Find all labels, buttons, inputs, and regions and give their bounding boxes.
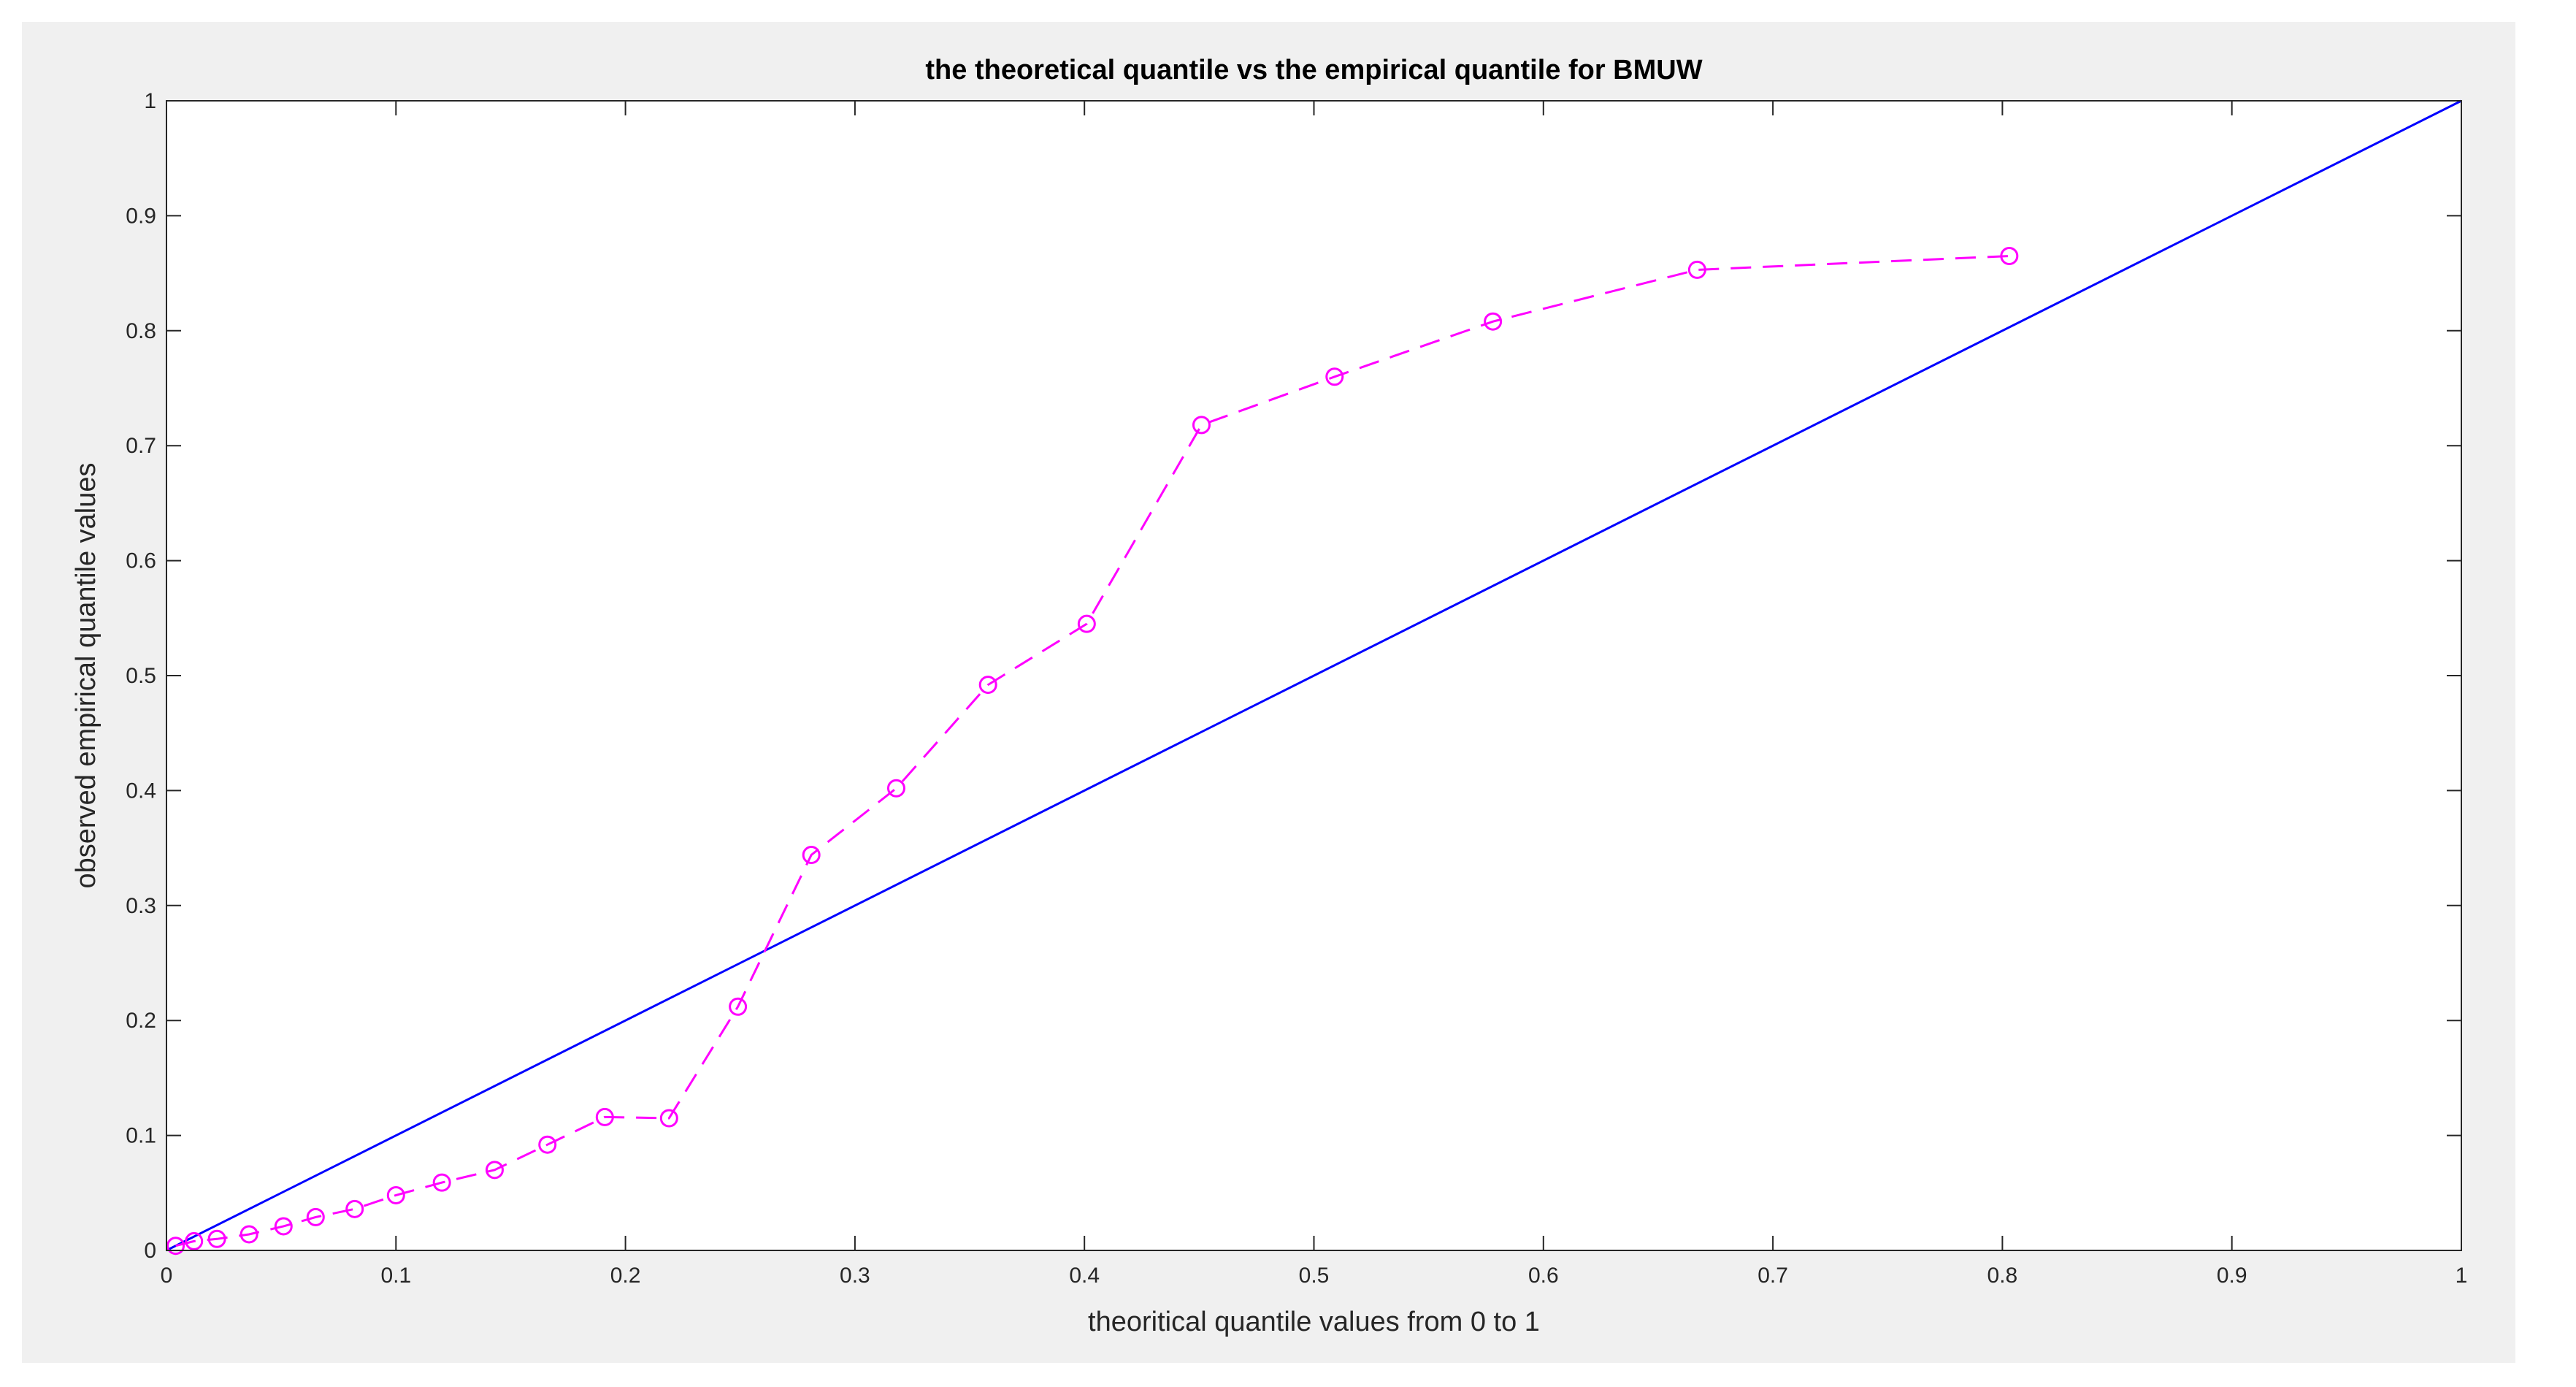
empirical-quantile-line	[175, 255, 2009, 1247]
data-point-marker	[207, 1229, 226, 1248]
data-series	[166, 99, 2462, 1256]
x-tick-label: 0	[161, 1264, 173, 1288]
data-point-marker	[239, 1225, 258, 1244]
data-point-marker	[978, 676, 997, 695]
y-tick-label: 0	[144, 1239, 156, 1263]
axis-ticks: 0 0.1 0.2 0.3 0.4 0.5 0.6 0.7 0.8 0.9 1 0 0.1 0.2 0.3 0…	[126, 89, 2467, 1288]
x-tick-label: 0.2	[610, 1264, 641, 1288]
x-tick-label: 0.8	[1987, 1264, 2018, 1288]
data-point-marker	[886, 779, 905, 798]
y-tick-label: 0.9	[126, 204, 156, 228]
data-point-marker	[2000, 246, 2019, 265]
y-tick-label: 0.1	[126, 1124, 156, 1148]
x-tick-label: 0.3	[840, 1264, 870, 1288]
reference-line	[166, 99, 2462, 1252]
x-tick-label: 0.1	[380, 1264, 411, 1288]
data-point-marker	[485, 1161, 504, 1180]
y-tick-label: 1	[144, 89, 156, 113]
data-point-marker	[274, 1217, 293, 1236]
axes-box	[166, 100, 2462, 1251]
figure-window: 0 0.1 0.2 0.3 0.4 0.5 0.6 0.7 0.8 0.9 1 0 0.1 0.2 0.3 0…	[22, 22, 2515, 1363]
data-point-marker	[1325, 367, 1344, 386]
data-point-marker	[659, 1109, 678, 1128]
x-tick-label: 0.4	[1069, 1264, 1100, 1288]
x-axis-label: theoritical quantile values from 0 to 1	[1088, 1307, 1540, 1337]
y-tick-label: 0.6	[126, 549, 156, 573]
y-tick-label: 0.7	[126, 434, 156, 458]
data-point-marker	[1077, 614, 1096, 633]
x-tick-label: 0.9	[2217, 1264, 2247, 1288]
data-point-marker	[595, 1107, 614, 1126]
x-tick-label: 1	[2456, 1264, 2468, 1288]
data-point-marker	[729, 997, 748, 1016]
data-point-marker	[386, 1185, 405, 1204]
data-point-marker	[1687, 260, 1706, 279]
data-point-marker	[345, 1199, 364, 1218]
y-tick-label: 0.8	[126, 319, 156, 343]
chart-title: the theoretical quantile vs the empirica…	[925, 55, 1702, 85]
y-tick-label: 0.2	[126, 1009, 156, 1033]
data-point-marker	[306, 1207, 325, 1226]
qq-plot: 0 0.1 0.2 0.3 0.4 0.5 0.6 0.7 0.8 0.9 1 0 0.1 0.2 0.3 0…	[71, 55, 2467, 1337]
y-tick-label: 0.5	[126, 664, 156, 688]
x-tick-label: 0.6	[1528, 1264, 1559, 1288]
data-point-marker	[1192, 416, 1211, 435]
data-point-marker	[802, 846, 821, 865]
x-tick-label: 0.5	[1299, 1264, 1330, 1288]
data-point-marker	[538, 1135, 557, 1154]
y-tick-label: 0.4	[126, 779, 156, 803]
data-point-marker	[166, 1237, 185, 1256]
x-tick-label: 0.7	[1757, 1264, 1788, 1288]
data-point-marker	[1484, 312, 1503, 331]
y-tick-label: 0.3	[126, 894, 156, 918]
data-point-marker	[432, 1173, 451, 1192]
y-axis-label: observed empirical quantile values	[71, 463, 101, 889]
data-point-marker	[185, 1231, 204, 1250]
